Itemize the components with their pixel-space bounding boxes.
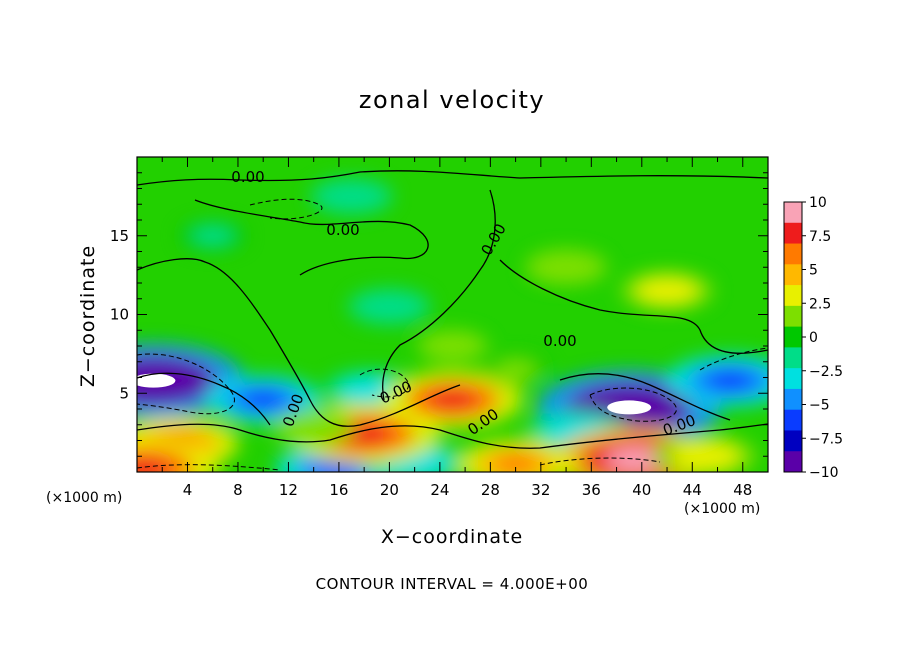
field-blob [361,294,417,319]
x-axis: 4 8 12 16 20 24 28 32 36 40 44 48 [161,157,769,499]
x-tick-label: 36 [582,481,601,499]
x-tick-label: 4 [183,481,193,499]
colorbar-swatch [784,409,802,431]
field-blobs [137,178,768,472]
x-unit-label-left: (×1000 m) [46,490,123,506]
y-tick-label: 5 [119,384,129,402]
x-tick-label: 32 [531,481,550,499]
chart-title: zonal velocity [358,86,546,114]
x-tick-label: 8 [233,481,243,499]
field-blob [538,255,594,280]
contour-line [499,259,768,354]
x-tick-label: 24 [430,481,449,499]
colorbar-swatch [784,368,802,390]
contour-line-negative [699,347,768,371]
y-tick-label: 15 [110,227,129,245]
colorbar-swatch [784,285,802,307]
colorbar-swatch [784,202,802,224]
field-blob-core [494,455,538,472]
colorbar-tick-label: 0 [809,330,818,346]
colorbar-swatch [784,451,802,473]
colorbar-swatch [784,264,802,286]
field-blob-core [241,390,285,409]
field-extreme-core [137,373,176,388]
contour-line-negative [249,198,323,220]
field-blob-core [426,388,479,411]
contour-line [137,258,461,427]
contour-line-negative [589,387,677,422]
colorbar-tick-label: 10 [809,195,827,211]
field-extreme-core [607,400,652,415]
field-blob-core [605,447,666,472]
colorbar-tick-label: 2.5 [809,296,831,312]
field-blob-core [706,370,754,391]
contour-line [559,373,731,421]
x-tick-label: 20 [380,481,399,499]
contour-line [382,189,496,401]
contour-interval-note: CONTOUR INTERVAL = 4.000E+00 [315,575,589,593]
x-tick-label: 16 [329,481,348,499]
x-axis-label: X−coordinate [380,526,524,548]
field-layer [137,157,768,472]
colorbar-swatch [784,326,802,348]
colorbar-swatch [784,388,802,411]
field-blob [286,415,342,441]
colorbar-tick-label: −2.5 [809,364,843,380]
colorbar-swatch [784,222,802,245]
field-blob [428,335,477,357]
contour-label: 0.00 [231,168,264,186]
colorbar-tick-label: −5 [809,398,830,414]
contour-line [137,372,271,426]
x-tick-label: 44 [683,481,702,499]
colorbar-tick-label: 5 [809,263,818,279]
field-blob [324,184,380,209]
contour-label: 0.00 [543,332,576,350]
x-tick-label: 40 [632,481,651,499]
contour-line [137,423,768,449]
contour-line [137,170,768,186]
colorbar-swatch [784,243,802,265]
colorbar-swatch [784,347,802,369]
field-blob [190,225,235,246]
colorbar-tick-label: 7.5 [809,229,831,245]
colorbar-swatch [784,430,802,452]
field-blob-core [137,457,172,472]
y-tick-label: 10 [110,306,129,324]
field-blob [493,359,538,380]
x-tick-label: 48 [733,481,752,499]
contour-line-negative [539,457,661,466]
contour-lines [137,170,768,471]
field-blob [669,441,741,472]
colorbar-tick-label: −7.5 [809,431,843,447]
field-blob [635,277,699,305]
contour-line-negative [137,353,235,415]
x-tick-label: 28 [481,481,500,499]
colorbar-tick-label: −10 [809,465,839,481]
colorbar-swatch [784,305,802,328]
x-tick-label: 12 [279,481,298,499]
contour-label: 0.00 [326,221,359,239]
y-axis: 5 10 15 [110,172,768,457]
contour-line [194,199,429,276]
x-unit-label-right: (×1000 m) [684,501,761,517]
contour-line-negative [359,368,409,398]
colorbar: 10 7.5 5 2.5 0 −2.5 −5 −7.5 −10 [783,195,843,481]
